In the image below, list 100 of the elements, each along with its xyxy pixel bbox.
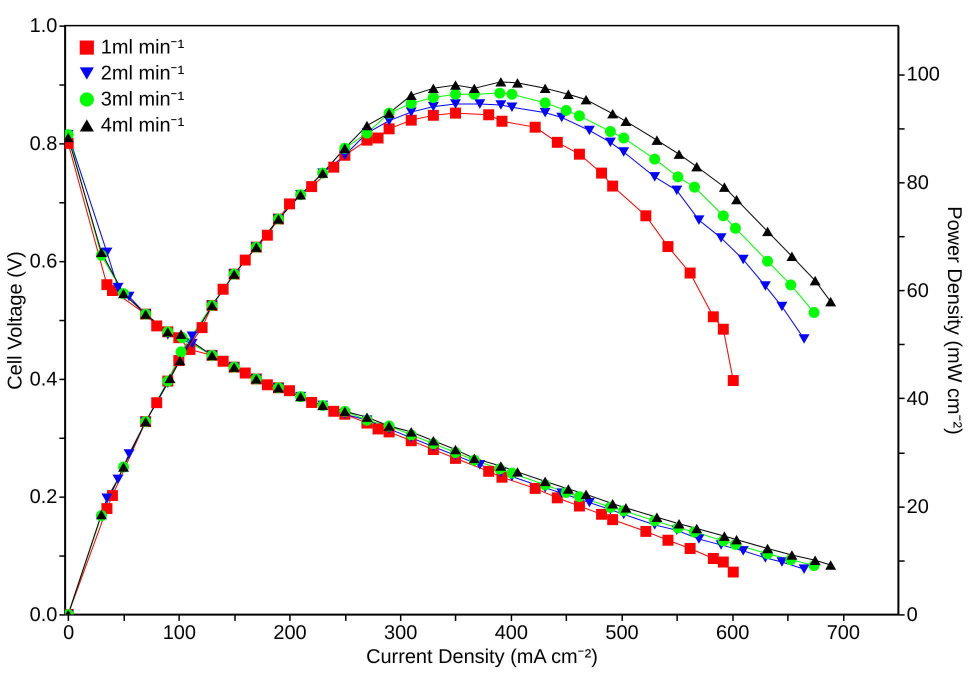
- point: [718, 324, 729, 335]
- point: [810, 556, 821, 565]
- point: [786, 252, 798, 262]
- point: [674, 519, 684, 528]
- point: [468, 454, 480, 464]
- point: [176, 329, 187, 339]
- point: [580, 94, 592, 104]
- point: [596, 168, 608, 179]
- point: [428, 102, 439, 112]
- point: [240, 254, 251, 266]
- point: [262, 230, 273, 241]
- x-tick-label: 400: [494, 622, 528, 644]
- point: [218, 284, 229, 295]
- point: [708, 311, 719, 322]
- point: [151, 397, 162, 408]
- y-tick-label: 0.2: [30, 486, 58, 508]
- x-tick-label: 500: [605, 622, 639, 644]
- point: [428, 110, 439, 121]
- point: [468, 84, 480, 94]
- point: [762, 256, 774, 267]
- y-tick-label: 0.0: [30, 604, 58, 626]
- point: [328, 162, 340, 173]
- point: [428, 84, 439, 94]
- point: [495, 100, 506, 110]
- x-tick-label: 300: [384, 622, 418, 644]
- point: [506, 88, 518, 100]
- point: [786, 550, 798, 560]
- point: [584, 126, 595, 136]
- point: [693, 215, 704, 225]
- point: [671, 186, 682, 196]
- point: [406, 427, 417, 437]
- point: [362, 412, 372, 422]
- point: [262, 379, 273, 390]
- point: [483, 466, 494, 477]
- point: [762, 226, 774, 236]
- point: [708, 553, 719, 564]
- point: [450, 444, 461, 454]
- point: [362, 120, 372, 130]
- point: [506, 102, 518, 112]
- point: [672, 171, 684, 182]
- point: [196, 322, 208, 334]
- legend-label: 3ml min⁻¹: [100, 88, 185, 110]
- y2-tick-label: 100: [906, 64, 940, 86]
- point: [718, 182, 730, 192]
- point: [728, 375, 739, 386]
- point: [450, 108, 461, 119]
- y2-tick-label: 60: [906, 280, 929, 302]
- point: [776, 557, 788, 567]
- point: [240, 368, 251, 378]
- point: [112, 474, 124, 484]
- point: [620, 116, 632, 126]
- point: [284, 385, 295, 396]
- point: [428, 436, 439, 446]
- point: [607, 499, 618, 508]
- y2-tick-label: 80: [906, 172, 929, 194]
- point: [540, 84, 551, 94]
- point: [574, 148, 585, 160]
- point: [306, 396, 318, 408]
- point: [406, 114, 417, 126]
- point: [808, 307, 820, 318]
- legend-label: 1ml min⁻¹: [100, 36, 185, 59]
- point: [716, 233, 727, 243]
- point: [776, 302, 788, 312]
- point: [186, 332, 198, 341]
- point: [328, 406, 340, 417]
- point: [494, 88, 506, 99]
- point: [620, 503, 632, 513]
- y2-axis-title: Power Density (mW cm⁻²): [942, 206, 965, 435]
- y-tick-label: 0.6: [30, 250, 58, 273]
- point: [718, 556, 729, 568]
- x-axis-title: Current Density (mA cm⁻²): [366, 646, 598, 668]
- point: [618, 132, 630, 144]
- point: [512, 78, 523, 88]
- point: [618, 147, 630, 157]
- point: [810, 276, 821, 286]
- point: [495, 461, 506, 471]
- point: [651, 512, 662, 522]
- point: [604, 126, 616, 137]
- point: [474, 99, 486, 109]
- point: [607, 514, 618, 526]
- point: [151, 320, 162, 332]
- point: [684, 543, 696, 554]
- point: [640, 210, 652, 222]
- point: [512, 467, 523, 477]
- point: [495, 77, 506, 87]
- point: [530, 482, 541, 494]
- point: [691, 162, 702, 172]
- point: [306, 181, 318, 192]
- point: [596, 508, 608, 520]
- point: [574, 500, 585, 512]
- point: [450, 80, 461, 90]
- point: [738, 254, 749, 264]
- point: [284, 198, 295, 210]
- point: [540, 476, 551, 486]
- point: [649, 172, 660, 182]
- y2-tick-label: 20: [906, 496, 929, 518]
- y-tick-label: 0.4: [30, 368, 58, 390]
- point: [101, 494, 112, 504]
- point: [540, 97, 551, 108]
- point: [530, 122, 541, 133]
